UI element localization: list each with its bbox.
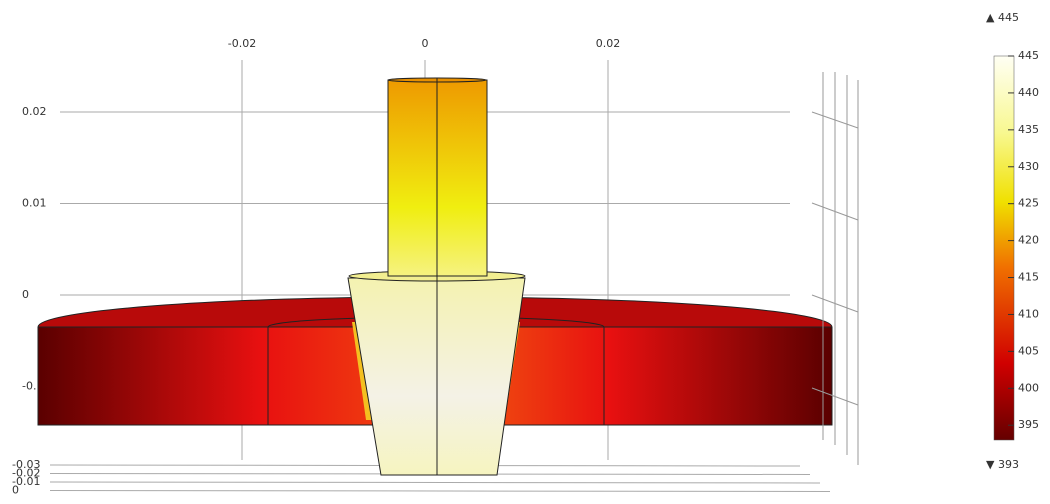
grid-line [49, 481, 821, 484]
colorbar-tick-label: 440 [1018, 86, 1039, 99]
z-tick-label: 0 [12, 484, 19, 497]
colorbar-tick-label: 420 [1018, 234, 1039, 247]
y-tick-label: -0. [22, 380, 36, 393]
grid-line [49, 490, 831, 492]
y-tick-label: 0.01 [22, 197, 47, 210]
max-marker: ▲ [986, 11, 995, 24]
z-tick-label: -0.03 [12, 458, 40, 471]
x-tick-label: 0 [422, 37, 429, 50]
colorbar [993, 55, 1015, 441]
min-label: 393 [998, 458, 1019, 471]
z-tick-label: -0.01 [12, 475, 40, 488]
colorbar-tick-label: 425 [1018, 197, 1039, 210]
side-lines [811, 72, 859, 465]
colorbar-tick-label: 410 [1018, 307, 1039, 320]
colorbar-tick-label: 415 [1018, 271, 1039, 284]
y-tick-label: 0 [22, 288, 29, 301]
colorbar-tick-label: 445 [1018, 49, 1039, 62]
x-tick-label: 0.02 [596, 37, 621, 50]
colorbar-tick-label: 400 [1018, 381, 1039, 394]
colorbar-tick-label: 395 [1018, 418, 1039, 431]
x-tick-label: -0.02 [228, 37, 256, 50]
y-tick-label: 0.02 [22, 105, 47, 118]
geometry [37, 77, 833, 476]
z-tick-label: -0.02 [12, 467, 40, 480]
min-marker: ▼ [986, 458, 995, 471]
colorbar-tick-label: 405 [1018, 344, 1039, 357]
colorbar-tick-label: 435 [1018, 123, 1039, 136]
colorbar-tick-label: 430 [1018, 160, 1039, 173]
max-label: 445 [998, 11, 1019, 24]
